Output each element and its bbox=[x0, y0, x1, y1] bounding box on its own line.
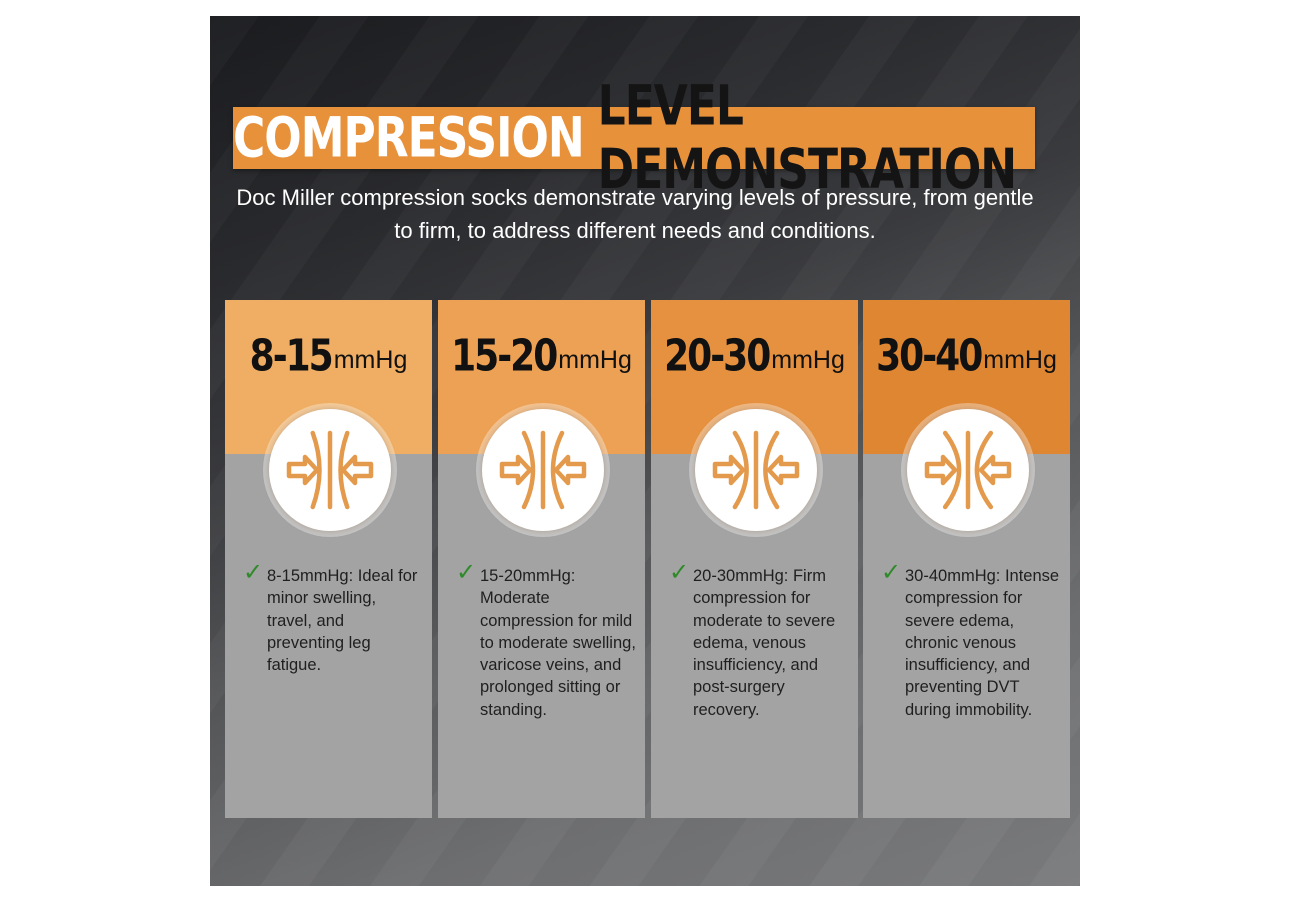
compression-icon-badge bbox=[901, 403, 1035, 537]
level-description: 15-20mmHg: Moderate compression for mild… bbox=[480, 567, 636, 719]
level-card-15-20: 15-20mmHg ✓ 15-20mmHg: Moderate compress… bbox=[438, 300, 645, 818]
level-description: 8-15mmHg: Ideal for minor swelling, trav… bbox=[267, 567, 418, 675]
level-card-8-15: 8-15mmHg ✓ 8-15mmHg: Ideal for minor swe… bbox=[225, 300, 432, 818]
pressure-range: 20-30 bbox=[664, 331, 771, 382]
pressure-range: 30-40 bbox=[876, 331, 983, 382]
pressure-level: 15-20mmHg bbox=[438, 332, 645, 381]
checkmark-icon: ✓ bbox=[881, 558, 902, 586]
title-highlight-word: COMPRESSION bbox=[233, 106, 585, 170]
compression-arrows-icon bbox=[712, 430, 800, 510]
compression-icon-badge bbox=[263, 403, 397, 537]
compression-arrows-icon bbox=[924, 430, 1012, 510]
pressure-level: 8-15mmHg bbox=[225, 332, 432, 381]
pressure-range: 8-15 bbox=[249, 331, 334, 382]
compression-arrows-icon bbox=[499, 430, 587, 510]
checkmark-icon: ✓ bbox=[243, 558, 264, 586]
title-banner: COMPRESSION LEVEL DEMONSTRATION bbox=[233, 74, 1035, 202]
pressure-range: 15-20 bbox=[451, 331, 558, 382]
compression-infographic: COMPRESSION LEVEL DEMONSTRATION Doc Mill… bbox=[210, 16, 1080, 886]
title-rest: LEVEL DEMONSTRATION bbox=[597, 74, 1017, 202]
level-card-20-30: 20-30mmHg ✓ 20-30mmHg: Firm compression … bbox=[651, 300, 858, 818]
pressure-unit: mmHg bbox=[771, 346, 845, 374]
pressure-unit: mmHg bbox=[558, 346, 632, 374]
pressure-unit: mmHg bbox=[983, 346, 1057, 374]
pressure-unit: mmHg bbox=[333, 346, 408, 374]
level-description: 30-40mmHg: Intense compression for sever… bbox=[905, 567, 1060, 719]
pressure-level: 30-40mmHg bbox=[863, 332, 1070, 381]
checkmark-icon: ✓ bbox=[669, 558, 690, 586]
pressure-level: 20-30mmHg bbox=[651, 332, 858, 381]
level-description: 20-30mmHg: Firm compression for moderate… bbox=[693, 567, 836, 719]
checkmark-icon: ✓ bbox=[456, 558, 477, 586]
compression-arrows-icon bbox=[286, 430, 374, 510]
subtitle: Doc Miller compression socks demonstrate… bbox=[236, 185, 1034, 243]
compression-icon-badge bbox=[476, 403, 610, 537]
level-card-30-40: 30-40mmHg ✓ 30-40mmHg: Intense compressi… bbox=[863, 300, 1070, 818]
compression-icon-badge bbox=[689, 403, 823, 537]
